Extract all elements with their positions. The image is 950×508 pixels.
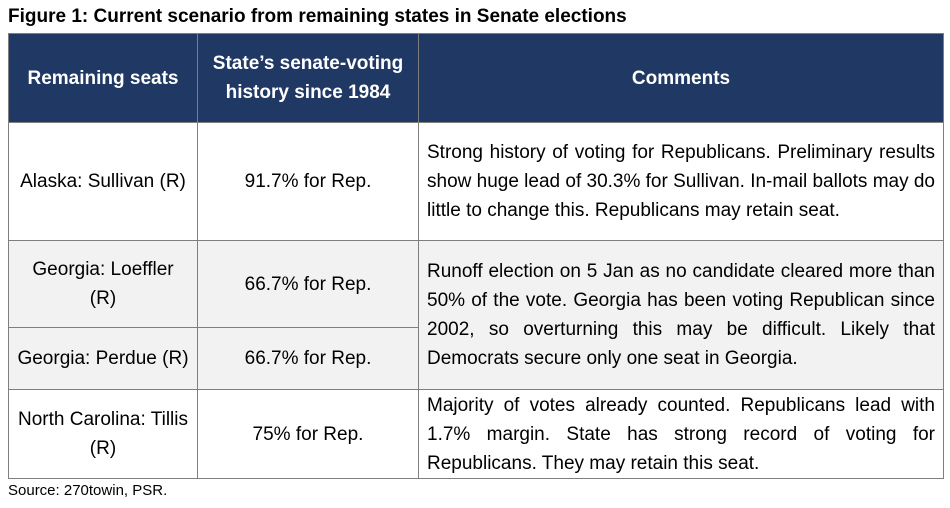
comment-cell: Strong history of voting for Republicans…	[418, 122, 944, 241]
table-row: Georgia: Loeffler (R) 66.7% for Rep. Run…	[8, 240, 944, 390]
source-note: Source: 270towin, PSR.	[8, 482, 168, 499]
table-row: Georgia: Perdue (R) 66.7% for Rep.	[8, 327, 944, 390]
senate-scenario-table: Remaining seats State’s senate-voting hi…	[8, 33, 944, 479]
seat-cell: Alaska: Sullivan (R)	[8, 122, 198, 241]
header-comments: Comments	[418, 33, 944, 123]
table-row: Alaska: Sullivan (R) 91.7% for Rep. Stro…	[8, 122, 944, 241]
seat-cell: Georgia: Loeffler (R)	[8, 240, 198, 328]
comment-cell: Majority of votes already counted. Repub…	[418, 389, 944, 479]
table-row: North Carolina: Tillis (R) 75% for Rep. …	[8, 389, 944, 479]
comment-cell: Runoff election on 5 Jan as no candidate…	[418, 240, 944, 390]
seat-cell: North Carolina: Tillis (R)	[8, 389, 198, 479]
header-voting-history: State’s senate-voting history since 1984	[197, 33, 419, 123]
header-remaining-seats: Remaining seats	[8, 33, 198, 123]
figure-title: Figure 1: Current scenario from remainin…	[8, 6, 627, 27]
seat-cell: Georgia: Perdue (R)	[8, 327, 198, 390]
header-row: Remaining seats State’s senate-voting hi…	[8, 33, 944, 123]
history-cell: 66.7% for Rep.	[197, 240, 419, 328]
history-cell: 91.7% for Rep.	[197, 122, 419, 241]
history-cell: 66.7% for Rep.	[197, 327, 419, 390]
history-cell: 75% for Rep.	[197, 389, 419, 479]
